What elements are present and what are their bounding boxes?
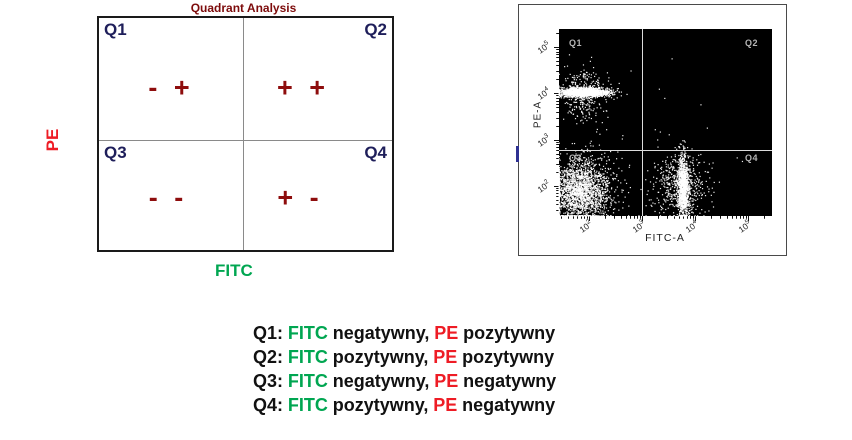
quadrant-divider-vertical <box>243 18 244 250</box>
legend-q2-pe: PE <box>433 347 458 367</box>
legend-q2-prefix: Q2: <box>253 347 284 367</box>
legend-line-q2: Q2: FITC pozytywny, PE pozytywny <box>253 345 556 369</box>
fitc-axis-label: FITC <box>215 261 253 280</box>
quadrant-divider-horizontal <box>99 140 392 141</box>
legend-q1-fitc: FITC <box>287 323 328 343</box>
legend-q2-fitc-state: pozytywny, <box>332 347 429 367</box>
quadrant-label-q2: Q2 <box>364 20 387 39</box>
quadrant-label-q1: Q1 <box>104 20 127 39</box>
legend-q3-pe-state: negatywny <box>463 371 557 391</box>
legend-q4-fitc: FITC <box>287 395 328 415</box>
quadrant-analysis-title: Quadrant Analysis <box>190 1 297 15</box>
pe-axis-label: PE <box>43 128 62 152</box>
legend-q3-fitc: FITC <box>287 371 328 391</box>
plot-quadrant-label-q1: Q1 <box>569 38 583 48</box>
legend: Q1: FITC negatywny, PE pozytywny Q2: FITC pozy… <box>253 321 556 417</box>
legend-q4-pe: PE <box>433 395 458 415</box>
q1-signs: - + <box>148 72 190 103</box>
legend-q1-fitc-state: negatywny, <box>332 323 430 343</box>
fitc-a-axis-label: FITC-A <box>645 232 685 244</box>
q4-signs: + - <box>277 182 319 213</box>
q2-signs: + + <box>276 72 326 103</box>
legend-q4-fitc-state: pozytywny, <box>332 395 429 415</box>
legend-q1-pe-state: pozytywny <box>463 323 556 343</box>
scatter-canvas <box>519 5 786 255</box>
legend-line-q4: Q4: FITC pozytywny, PE negatywny <box>253 393 556 417</box>
legend-q3-pe: PE <box>434 371 459 391</box>
plot-quadrant-label-q4: Q4 <box>745 153 759 163</box>
legend-q4-pe-state: negatywny <box>462 395 556 415</box>
legend-q4-prefix: Q4: <box>253 395 284 415</box>
flow-cytometry-plot: PE-A FITC-A Q1 Q2 Q3 Q4 102 103 104 105 102 1… <box>518 4 787 256</box>
quadrant-label-q3: Q3 <box>104 143 127 162</box>
plot-quadrant-label-q3: Q3 <box>569 153 583 163</box>
legend-line-q3: Q3: FITC negatywny, PE negatywny <box>253 369 556 393</box>
legend-q1-prefix: Q1: <box>253 323 284 343</box>
legend-q3-fitc-state: negatywny, <box>332 371 430 391</box>
q3-signs: - - <box>148 182 184 213</box>
legend-q2-fitc: FITC <box>287 347 328 367</box>
plot-quadrant-label-q2: Q2 <box>745 38 759 48</box>
legend-q1-pe: PE <box>434 323 459 343</box>
legend-q3-prefix: Q3: <box>253 371 284 391</box>
legend-line-q1: Q1: FITC negatywny, PE pozytywny <box>253 321 556 345</box>
quadrant-label-q4: Q4 <box>364 143 387 162</box>
text-cursor-artifact <box>516 146 519 162</box>
quadrant-diagram: Q1 Q2 Q3 Q4 - + + + - - + - <box>97 16 394 252</box>
legend-q2-pe-state: pozytywny <box>462 347 555 367</box>
